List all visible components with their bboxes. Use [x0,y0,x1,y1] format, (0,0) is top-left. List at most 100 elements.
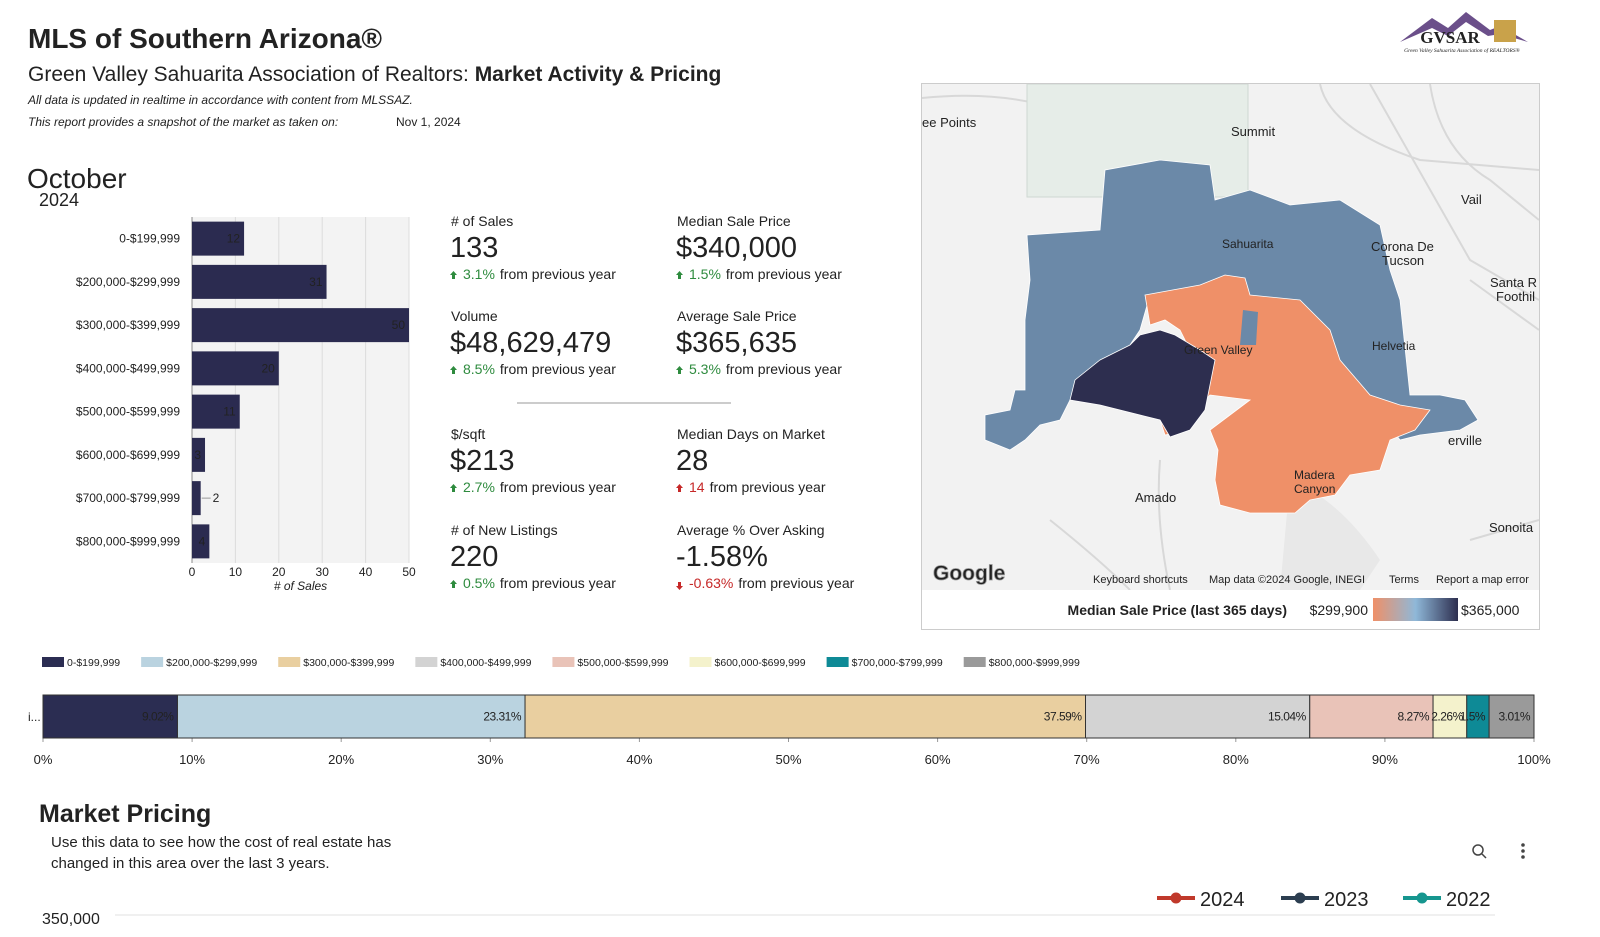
menu-icon[interactable] [1521,843,1525,859]
report-subtitle: Green Valley Sahuarita Association of Re… [28,63,721,86]
x-tick-label: 20% [328,752,354,767]
kpi-trend-arrow [450,366,457,374]
legend-label: 2024 [1200,889,1245,911]
legend-swatch [415,657,438,667]
kpi-change: 8.5% from previous year [463,361,616,377]
kpi-change: 1.5% from previous year [689,266,842,282]
data-label: 37.59% [1044,710,1083,724]
x-tick-label: 40% [626,752,652,767]
x-tick-label: 40 [359,565,373,579]
section-description: changed in this area over the last 3 yea… [51,855,330,872]
period-month: October [27,163,127,194]
legend-label: $800,000-$999,999 [989,657,1080,669]
data-label: 31 [309,275,323,289]
kpi-change-note: from previous year [738,575,854,591]
kpi-change-note: from previous year [726,266,842,282]
legend-label: $500,000-$599,999 [577,657,668,669]
kpi-change-value: 14 [689,479,705,495]
legend-swatch [826,657,849,667]
data-label: 3 [194,448,201,462]
period-year: 2024 [39,190,79,210]
kpi-label: Average Sale Price [677,308,797,324]
kpi-change-value: 8.5% [463,361,495,377]
kpi-change-note: from previous year [500,266,616,282]
kpi-label: Median Days on Market [677,426,825,442]
x-tick-label: 20 [272,565,286,579]
logo-building [1494,20,1516,42]
kpi-trend-arrow [450,271,457,279]
kpi-value: $213 [450,445,515,477]
kpi-trend-arrow [450,484,457,492]
data-label: 20 [261,361,275,375]
map-forest [1280,480,1380,590]
map-place-label: Sahuarita [1222,237,1274,251]
kpi-label: Median Sale Price [677,213,791,229]
logo-text: GVSAR [1420,28,1480,47]
data-label: 8.27% [1398,710,1430,724]
bar [192,264,327,299]
x-tick-label: 50 [402,565,416,579]
data-note: All data is updated in realtime in accor… [27,93,413,107]
y-tick-label: 350,000 [42,911,100,928]
x-tick-label: 70% [1074,752,1100,767]
map-place-label: Summit [1231,124,1275,139]
x-tick-label: 100% [1517,752,1551,767]
map-roads [922,84,1539,590]
subtitle-text: Green Valley Sahuarita Association of Re… [28,63,475,86]
y-tick-label: $400,000-$499,999 [76,361,180,375]
map-provider-logo: Google [933,562,1005,585]
kpi-change-value: -0.63% [689,575,733,591]
map-place-label: Santa R [1490,275,1537,290]
kpi-value: $340,000 [676,232,797,264]
kpi-trend-arrow [676,366,683,374]
x-tick-label: 0 [189,565,196,579]
map-attribution: Keyboard shortcuts [1093,574,1188,586]
kpi-change: 14 from previous year [689,479,826,495]
x-tick-label: 10 [229,565,243,579]
bar [192,437,206,472]
legend-dot [1170,892,1182,904]
section-description: Use this data to see how the cost of rea… [51,834,391,851]
zoom-icon[interactable] [1472,844,1487,859]
kpi-change-note: from previous year [500,479,616,495]
subtitle-bold: Market Activity & Pricing [475,63,722,86]
legend-swatch [42,657,64,667]
x-tick-label: 80% [1223,752,1249,767]
map-legend-min: $299,900 [1310,602,1369,618]
region-inlet [1240,310,1258,345]
legend-dot [1416,892,1428,904]
data-label: 3.01% [1498,710,1530,724]
kpi-change-note: from previous year [500,575,616,591]
data-label: 9.02% [142,710,174,724]
data-label: 4 [199,534,206,548]
kpi-trend-arrow [450,580,457,588]
map-legend-title: Median Sale Price (last 365 days) [1068,602,1287,618]
data-label: 23.31% [483,710,522,724]
kpi-label: Average % Over Asking [677,522,825,538]
kpi-change: 0.5% from previous year [463,575,616,591]
x-tick-label: 0% [34,752,53,767]
region-mid [1069,329,1216,438]
kpi-change-note: from previous year [500,361,616,377]
map-place-label: ee Points [922,115,977,130]
legend-dot [1294,892,1306,904]
bar [192,481,201,516]
map-attribution: Report a map error [1436,574,1529,586]
y-tick-label: $500,000-$599,999 [76,405,180,419]
logo: GVSAR Green Valley Sahuarita Association… [1400,12,1528,54]
kpi-trend-arrow [676,271,683,279]
legend-swatch [141,657,164,667]
section-title: Market Pricing [39,800,211,828]
kpi-change-value: 1.5% [689,266,721,282]
map-place-label: Sonoita [1489,520,1534,535]
legend-swatch [963,657,986,667]
map-legend-max: $365,000 [1461,602,1520,618]
bar-segment [1085,694,1311,739]
kpi-change-note: from previous year [726,361,842,377]
legend-label: 0-$199,999 [67,657,120,669]
kpi-change-value: 2.7% [463,479,495,495]
map-canvas [922,84,1539,590]
